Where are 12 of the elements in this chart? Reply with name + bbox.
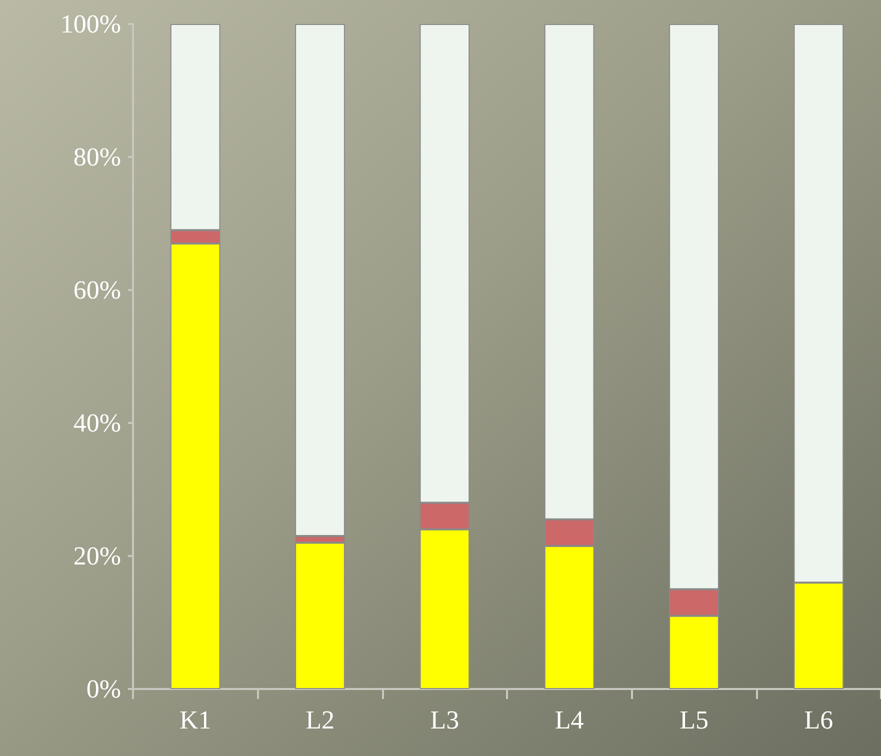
y-tick-label: 80% bbox=[73, 142, 121, 172]
y-tick-label: 60% bbox=[73, 276, 121, 304]
x-tick-label: L3 bbox=[430, 706, 460, 734]
x-tick-label: L6 bbox=[804, 706, 834, 734]
x-tick-label: K1 bbox=[179, 706, 212, 734]
y-tick-label: 100% bbox=[60, 10, 121, 38]
y-tick-label: 0% bbox=[86, 674, 121, 704]
x-tick-label: L4 bbox=[554, 706, 584, 734]
y-tick-label: 40% bbox=[73, 408, 121, 438]
x-tick-label: L5 bbox=[680, 706, 708, 734]
y-tick-label: 20% bbox=[73, 542, 121, 570]
x-tick-label: L2 bbox=[306, 706, 334, 734]
